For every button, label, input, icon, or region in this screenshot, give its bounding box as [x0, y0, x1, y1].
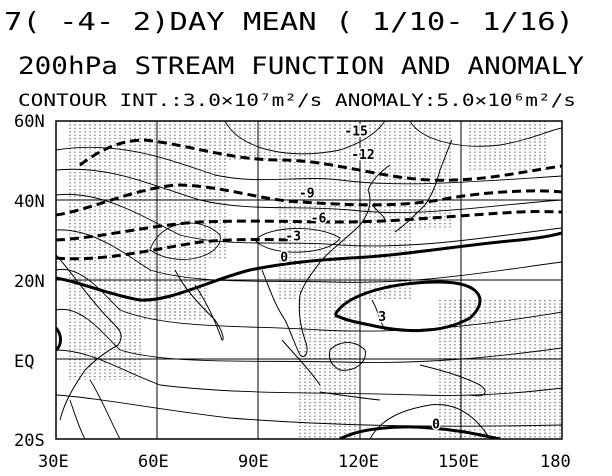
- contour-line: [89, 379, 121, 439]
- coast-sumatra: [281, 339, 321, 386]
- anomaly-line-negative: [56, 183, 562, 217]
- contour-line: [149, 222, 221, 260]
- contour-value-label: -15: [344, 125, 367, 140]
- contour-value-label: 3: [378, 310, 386, 325]
- lon-label-30e: 30E: [38, 452, 69, 471]
- lat-label-60n: 60N: [14, 112, 45, 132]
- anomaly-contours: [56, 138, 562, 439]
- contour-line: [56, 193, 562, 247]
- contour-line: [56, 394, 562, 427]
- contour-line: [254, 228, 341, 253]
- longitude-labels: 30E 60E 90E 120E 150E 180: [38, 452, 571, 472]
- grid-lines: [56, 121, 562, 439]
- map-frame: [55, 120, 563, 440]
- coast-indochina: [261, 261, 321, 357]
- coast-borneo: [328, 342, 366, 371]
- lon-label-180: 180: [540, 452, 571, 471]
- contour-labels: -15 -12 -9 -6 -3 0 3 0: [279, 123, 442, 434]
- coast-china: [319, 164, 391, 263]
- lon-label-90e: 90E: [238, 452, 269, 471]
- contour-value-label: -3: [285, 229, 301, 244]
- contour-line: [56, 168, 562, 213]
- contour-line: [409, 121, 562, 147]
- lon-label-60e: 60E: [138, 452, 169, 471]
- anomaly-line-negative: [79, 138, 562, 182]
- coast-japan: [394, 139, 453, 233]
- coast-korea: [371, 204, 387, 223]
- lat-label-40n: 40N: [14, 192, 45, 212]
- title-line-1: 7( -4- 2)DAY MEAN ( 1/10- 1/16): [4, 7, 574, 36]
- contour-line: [56, 349, 562, 396]
- contour-value-label: -6: [311, 211, 327, 226]
- lat-label-20s: 20S: [14, 431, 45, 451]
- contour-value-label: -9: [299, 186, 315, 201]
- coast-philippines: [371, 299, 386, 331]
- anomaly-line-zero: [339, 425, 501, 439]
- coast-arabia: [56, 254, 122, 421]
- anomaly-line-negative: [56, 210, 562, 242]
- lat-label-20n: 20N: [14, 272, 45, 292]
- contour-line: [56, 268, 562, 332]
- coast-australia: [369, 404, 491, 439]
- anomaly-line-positive: [333, 280, 482, 333]
- latitude-labels: 60N 40N 20N EQ 20S: [14, 112, 45, 451]
- contour-value-label: 0: [432, 417, 440, 432]
- lon-label-120e: 120E: [338, 452, 379, 471]
- anomaly-line-zero: [56, 327, 62, 352]
- contour-value-label: -12: [351, 148, 374, 163]
- coast-new-guinea: [419, 364, 486, 397]
- lat-label-eq: EQ: [14, 352, 34, 372]
- contour-line: [56, 229, 562, 283]
- coastlines: [56, 139, 491, 439]
- coast-java: [319, 391, 381, 401]
- lon-label-150e: 150E: [438, 452, 479, 471]
- contour-line: [56, 308, 562, 363]
- anomaly-line-negative: [56, 238, 301, 261]
- anomaly-line-zero: [56, 231, 562, 302]
- contour-line: [69, 399, 86, 439]
- contour-line: [56, 146, 562, 185]
- coast-india: [174, 269, 224, 341]
- title-line-3: CONTOUR INT.:3.0×10⁷m²/s ANOMALY:5.0×10⁶…: [18, 91, 576, 111]
- contour-line: [224, 121, 386, 155]
- contour-value-label: 0: [280, 251, 288, 266]
- title-line-2: 200hPa STREAM FUNCTION AND ANOMALY: [18, 52, 585, 80]
